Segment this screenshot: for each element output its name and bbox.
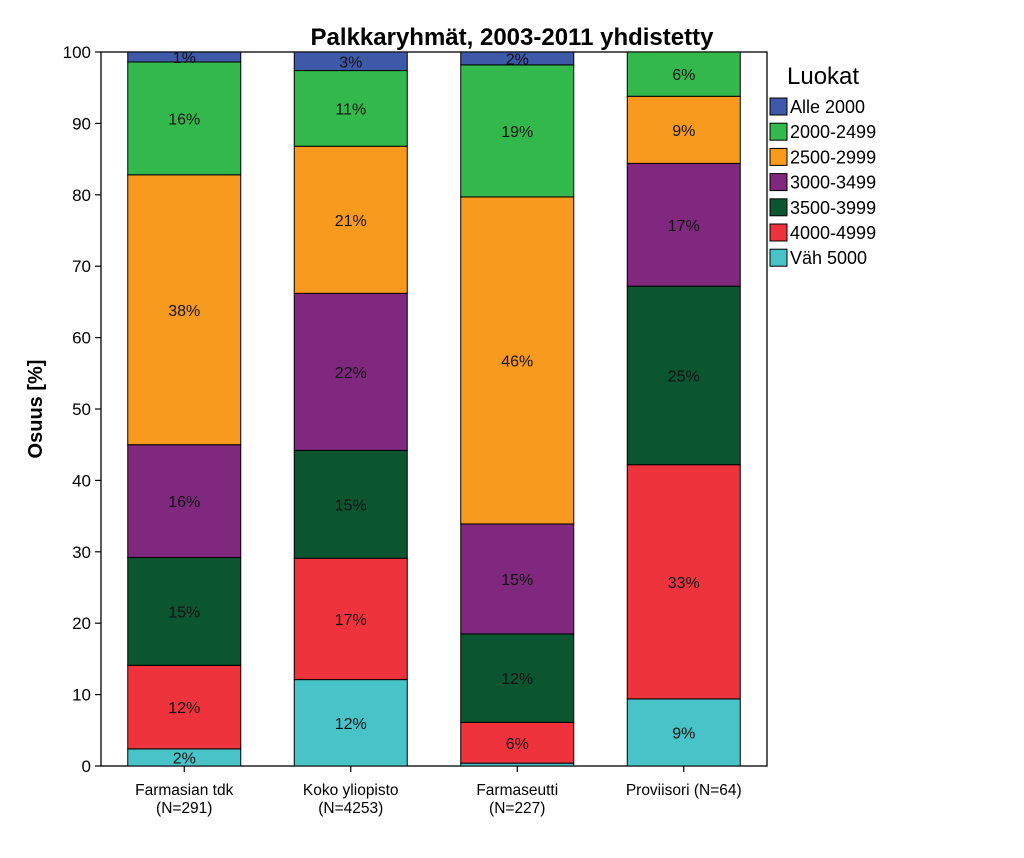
y-tick-label: 10 xyxy=(72,686,91,705)
data-label: 12% xyxy=(335,716,367,733)
x-category-label: Koko yliopisto xyxy=(303,782,399,799)
data-label: 9% xyxy=(672,725,695,742)
data-label: 17% xyxy=(335,612,367,629)
data-label: 11% xyxy=(335,101,366,118)
x-category-label: Proviisori (N=64) xyxy=(626,782,742,799)
data-label: 1% xyxy=(173,50,196,67)
bar-segment xyxy=(626,51,741,97)
legend-swatch xyxy=(769,147,788,166)
bar-segment xyxy=(626,464,741,700)
y-axis: 0 10 20 30 40 50 60 70 80 90 100 xyxy=(63,43,101,776)
data-label: 16% xyxy=(168,111,200,128)
bar-segment xyxy=(127,174,242,446)
data-label: 33% xyxy=(668,575,700,592)
x-category-label: Farmaseutti xyxy=(476,782,558,799)
bar-segment xyxy=(460,51,575,66)
y-tick-label: 90 xyxy=(72,114,91,133)
data-label: 12% xyxy=(168,700,200,717)
data-label: 15% xyxy=(335,497,367,514)
data-label: 46% xyxy=(501,353,533,370)
y-tick-label: 20 xyxy=(72,614,91,633)
x-category-label: Farmasian tdk xyxy=(135,782,233,799)
bars: 2% 12% 15% 16% 38% 16% 1% 12% 17% 15% 22% 21% 11% 3% 6… xyxy=(127,50,741,767)
data-label: 12% xyxy=(501,671,533,688)
bar-segment xyxy=(626,162,741,287)
bar-segment xyxy=(460,633,575,723)
bar-segment xyxy=(293,51,408,72)
data-label: 3% xyxy=(339,54,362,71)
bar-segment xyxy=(293,679,408,767)
data-label: 17% xyxy=(668,218,700,235)
data-label: 22% xyxy=(335,365,367,382)
legend-item-label: 2500-2999 xyxy=(790,147,876,167)
legend-swatch xyxy=(769,248,788,267)
data-label: 21% xyxy=(335,213,367,230)
y-tick-label: 0 xyxy=(82,757,91,776)
legend-swatch xyxy=(769,122,788,141)
bar-segment xyxy=(293,292,408,451)
bar-segment xyxy=(127,557,242,666)
y-tick-label: 70 xyxy=(72,257,91,276)
bar-segment xyxy=(460,64,575,198)
chart-title: Palkkaryhmät, 2003-2011 yhdistetty xyxy=(311,24,715,51)
data-label: 6% xyxy=(672,67,695,84)
x-category-sublabel: (N=227) xyxy=(489,800,545,817)
data-label: 19% xyxy=(501,124,533,141)
bar-segment xyxy=(127,444,242,559)
data-label: 6% xyxy=(506,736,529,753)
data-label: 25% xyxy=(668,368,700,385)
x-category-sublabel: (N=4253) xyxy=(318,800,383,817)
bar-segment xyxy=(293,145,408,294)
bar-segment xyxy=(460,196,575,525)
y-tick-label: 40 xyxy=(72,471,91,490)
bar-segment xyxy=(293,70,408,147)
data-label: 2% xyxy=(506,51,529,68)
legend-swatch xyxy=(769,97,788,116)
data-label: 15% xyxy=(501,572,533,589)
data-label: 9% xyxy=(672,123,695,140)
bar-segment xyxy=(293,449,408,559)
y-tick-label: 100 xyxy=(63,43,91,62)
data-label: 15% xyxy=(168,604,200,621)
legend-swatch xyxy=(769,198,788,217)
x-category-sublabel: (N=291) xyxy=(156,800,212,817)
legend-swatch xyxy=(769,173,788,192)
bar-segment xyxy=(460,721,575,764)
legend-item-label: Alle 2000 xyxy=(790,97,865,117)
data-label: 16% xyxy=(168,494,200,511)
x-axis: Farmasian tdk(N=291) Koko yliopisto(N=425… xyxy=(135,766,742,817)
y-tick-label: 50 xyxy=(72,400,91,419)
legend-item-label: 2000-2499 xyxy=(790,122,876,142)
bar-segment xyxy=(127,664,242,750)
legend-item-label: 3500-3999 xyxy=(790,198,876,218)
bar-segment xyxy=(626,285,741,466)
y-tick-label: 30 xyxy=(72,543,91,562)
y-tick-label: 80 xyxy=(72,186,91,205)
legend-swatch xyxy=(769,223,788,242)
bar-segment xyxy=(626,95,741,164)
legend-title: Luokat xyxy=(787,63,859,90)
legend-item-label: 3000-3499 xyxy=(790,173,876,193)
legend-item-label: 4000-4999 xyxy=(790,223,876,243)
legend-item-label: Väh 5000 xyxy=(790,248,867,268)
y-tick-label: 60 xyxy=(72,329,91,348)
data-label: 38% xyxy=(168,303,200,320)
y-axis-label: Osuus [%] xyxy=(25,360,47,459)
bar-segment xyxy=(460,523,575,635)
data-label: 2% xyxy=(173,750,196,767)
bar-segment xyxy=(626,698,741,767)
bar-segment xyxy=(127,51,242,63)
legend: Luokat Alle 2000 2000-2499 2500-2999 3000-3… xyxy=(769,63,876,268)
